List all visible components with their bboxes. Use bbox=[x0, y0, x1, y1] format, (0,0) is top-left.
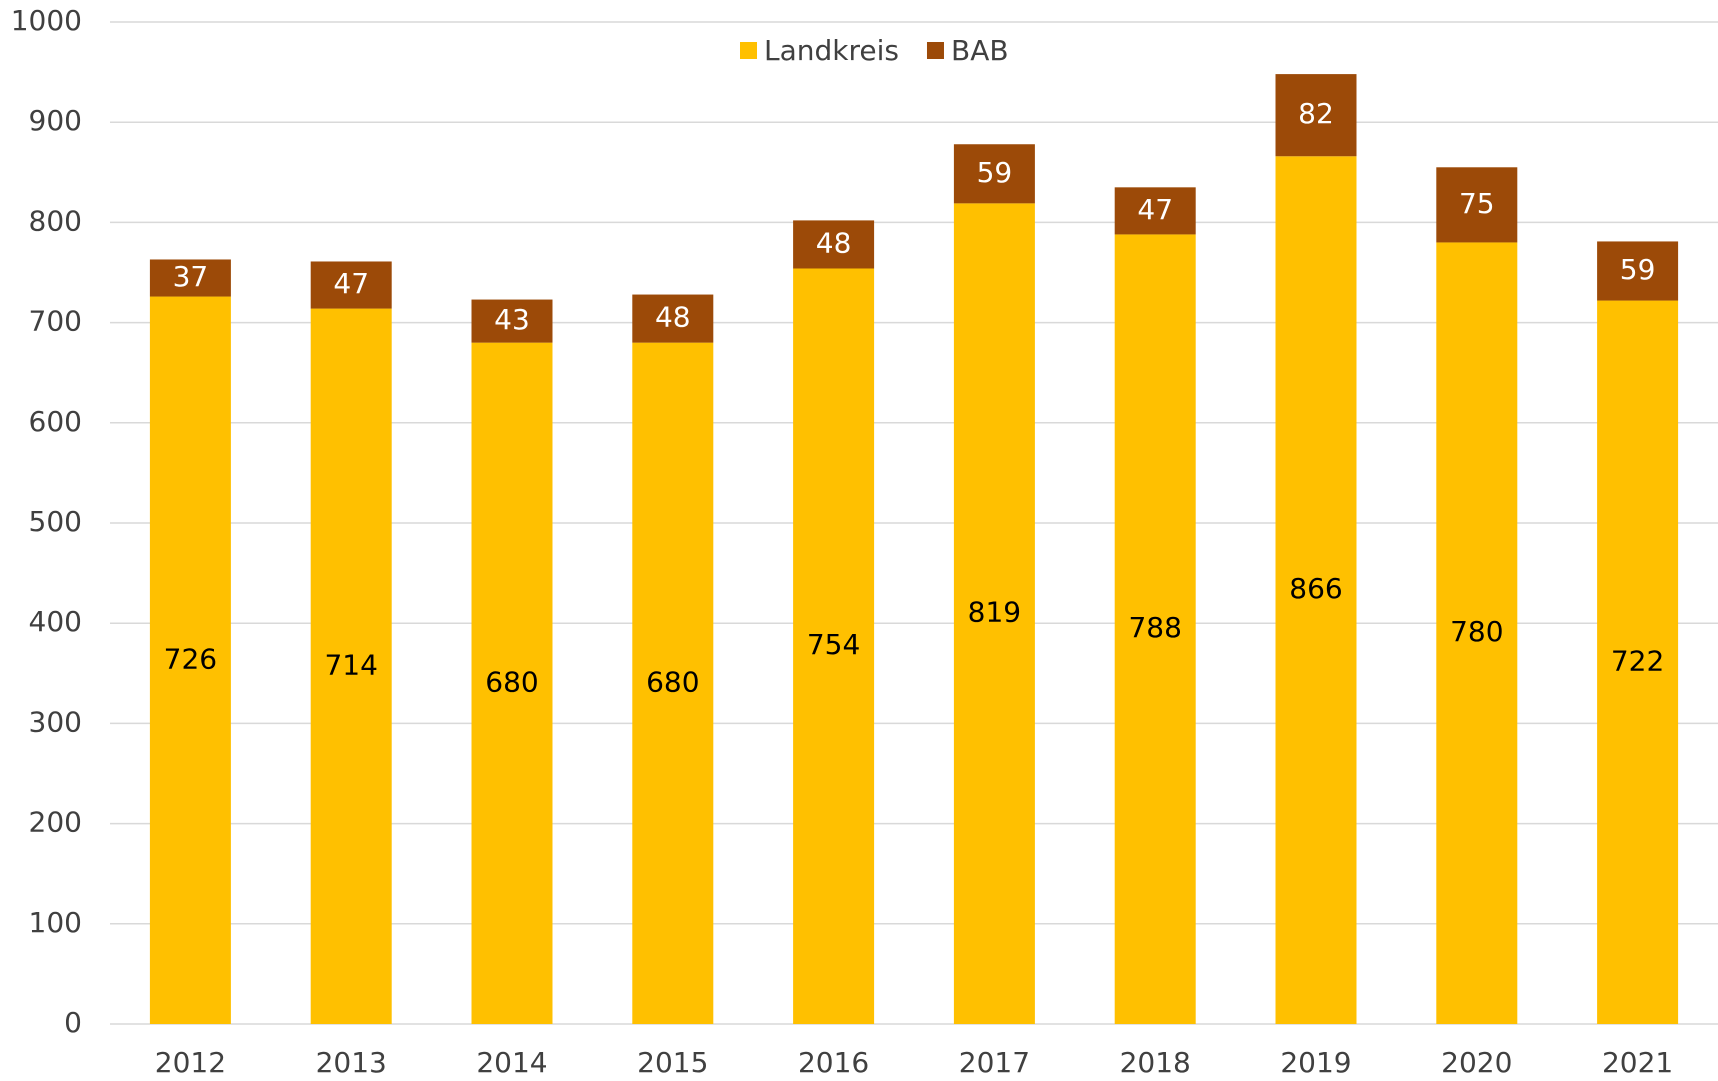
data-label: 714 bbox=[324, 648, 377, 681]
y-tick-label: 300 bbox=[29, 705, 82, 738]
legend-swatch bbox=[740, 42, 757, 59]
bar-segment bbox=[310, 308, 392, 1024]
bar-segment bbox=[632, 342, 714, 1024]
bar-segment bbox=[953, 203, 1035, 1024]
data-label: 48 bbox=[816, 226, 852, 259]
bar-segment bbox=[1436, 242, 1518, 1024]
data-label: 780 bbox=[1450, 615, 1503, 648]
data-label: 59 bbox=[977, 156, 1013, 189]
bar-segment bbox=[793, 268, 875, 1024]
data-label: 819 bbox=[968, 596, 1021, 629]
data-label: 680 bbox=[646, 665, 699, 698]
data-label: 866 bbox=[1289, 572, 1342, 605]
y-tick-label: 1000 bbox=[11, 4, 82, 37]
bar-segment bbox=[471, 299, 553, 343]
data-label: 43 bbox=[494, 303, 530, 336]
data-label: 48 bbox=[655, 301, 691, 334]
bar-segment bbox=[793, 220, 875, 269]
data-label: 47 bbox=[1137, 193, 1173, 226]
data-label: 59 bbox=[1620, 253, 1656, 286]
data-label: 75 bbox=[1459, 187, 1495, 220]
x-tick-label: 2018 bbox=[1120, 1046, 1191, 1079]
bar-segment bbox=[953, 144, 1035, 204]
y-tick-label: 0 bbox=[64, 1006, 82, 1039]
x-tick-label: 2013 bbox=[316, 1046, 387, 1079]
data-label: 47 bbox=[333, 267, 369, 300]
x-tick-label: 2020 bbox=[1441, 1046, 1512, 1079]
legend-label: Landkreis bbox=[764, 34, 899, 67]
y-tick-label: 900 bbox=[29, 104, 82, 137]
y-tick-label: 400 bbox=[29, 605, 82, 638]
bar-segment bbox=[1597, 300, 1679, 1024]
data-label: 82 bbox=[1298, 97, 1334, 130]
x-tick-label: 2014 bbox=[476, 1046, 547, 1079]
y-tick-label: 500 bbox=[29, 505, 82, 538]
y-tick-label: 100 bbox=[29, 906, 82, 939]
data-label: 726 bbox=[164, 642, 217, 675]
data-label: 37 bbox=[173, 260, 209, 293]
y-tick-label: 800 bbox=[29, 204, 82, 237]
bar-segment bbox=[149, 296, 231, 1025]
bar-segment bbox=[1114, 234, 1196, 1024]
bar-segment bbox=[1114, 187, 1196, 235]
data-label: 754 bbox=[807, 628, 860, 661]
x-tick-label: 2017 bbox=[959, 1046, 1030, 1079]
bar-segment bbox=[149, 259, 231, 297]
data-label: 722 bbox=[1611, 644, 1664, 677]
x-tick-label: 2012 bbox=[155, 1046, 226, 1079]
y-tick-label: 200 bbox=[29, 806, 82, 839]
x-tick-label: 2019 bbox=[1280, 1046, 1351, 1079]
legend-swatch bbox=[926, 42, 944, 59]
x-tick-label: 2021 bbox=[1602, 1046, 1673, 1079]
data-label: 788 bbox=[1128, 611, 1181, 644]
legend-label: BAB bbox=[951, 34, 1009, 67]
bar-segment bbox=[1597, 241, 1679, 301]
y-tick-label: 700 bbox=[29, 305, 82, 338]
bar-segment bbox=[1436, 167, 1518, 243]
bar-segment bbox=[1275, 74, 1357, 157]
bar-segment bbox=[310, 261, 392, 309]
x-tick-label: 2015 bbox=[637, 1046, 708, 1079]
bar-segment bbox=[632, 294, 714, 343]
bar-segment bbox=[1275, 156, 1357, 1024]
bar-segment bbox=[471, 342, 553, 1024]
x-tick-label: 2016 bbox=[798, 1046, 869, 1079]
data-label: 680 bbox=[485, 665, 538, 698]
y-tick-label: 600 bbox=[29, 405, 82, 438]
